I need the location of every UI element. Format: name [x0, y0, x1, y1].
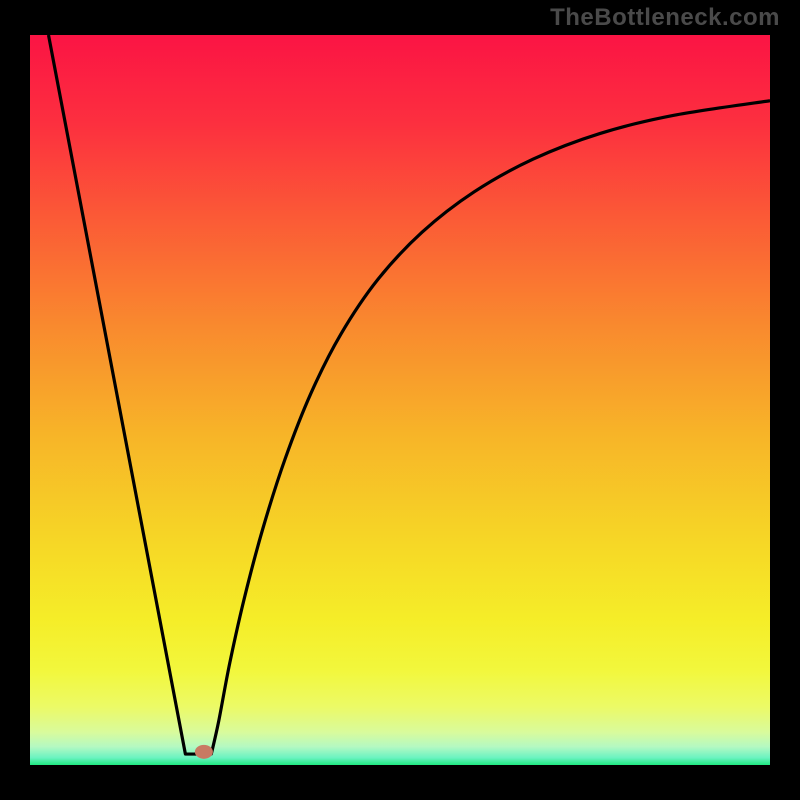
gradient-background [30, 35, 770, 765]
optimal-point-marker [195, 745, 213, 759]
bottleneck-chart [0, 0, 800, 800]
watermark-text: TheBottleneck.com [550, 4, 780, 32]
